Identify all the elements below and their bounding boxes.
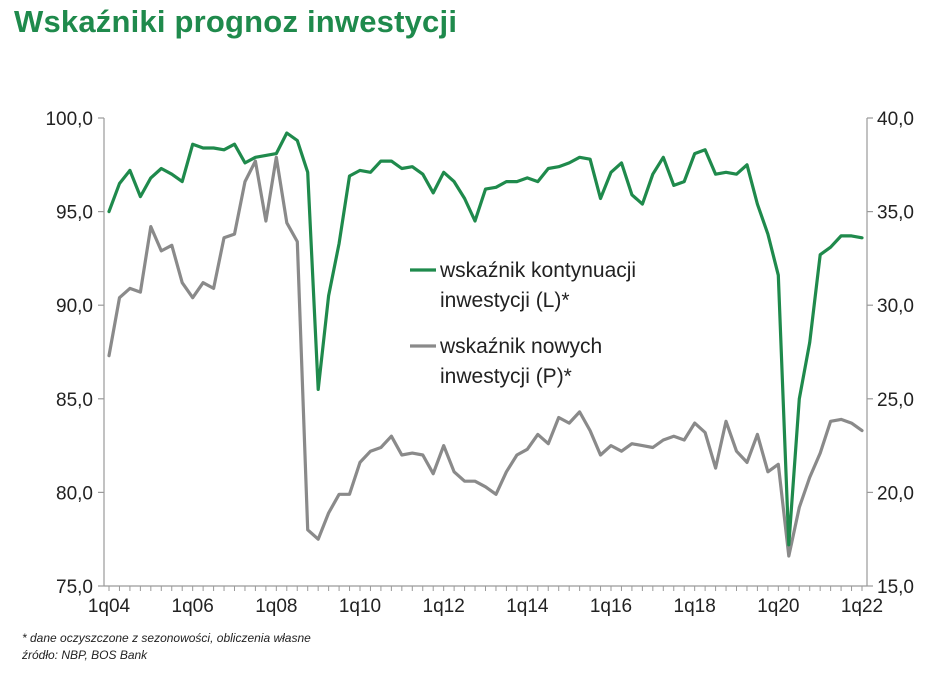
series-line-new-investments	[107, 155, 864, 558]
legend-item-new-investments-label-line2: inwestycji (P)*	[440, 365, 572, 388]
legend-item-continuation-label-line2: inwestycji (L)*	[440, 289, 570, 312]
x-axis-tick-label: 1q08	[255, 596, 297, 617]
x-axis-tick-label: 1q16	[590, 596, 632, 617]
right-axis-tick-label: 35,0	[877, 203, 914, 224]
right-axis-tick-label: 25,0	[877, 390, 914, 411]
x-axis-tick-label: 1q04	[88, 596, 131, 617]
right-axis-tick-label: 20,0	[877, 483, 914, 504]
chart-lines	[107, 131, 864, 558]
right-axis-tick-label: 15,0	[877, 577, 914, 598]
left-axis-tick-label: 95,0	[56, 203, 93, 224]
chart-title: Wskaźniki prognoz inwestycji	[14, 4, 458, 39]
left-axis-tick-label: 80,0	[56, 483, 93, 504]
left-axis-tick-label: 85,0	[56, 390, 93, 411]
left-axis-tick-label: 90,0	[56, 296, 93, 317]
right-axis-tick-label: 30,0	[877, 296, 914, 317]
footnote-note: * dane oczyszczone z sezonowości, oblicz…	[22, 631, 311, 645]
x-axis-tick-label: 1q14	[506, 596, 549, 617]
legend-item-new-investments-label-line1: wskaźnik nowych	[439, 335, 602, 358]
chart-axes: 75,0 80,0 85,0 90,0 95,0 100,0 15,0 20,0 25,0 30,…	[45, 109, 914, 617]
right-axis-tick-label: 40,0	[877, 109, 914, 130]
x-axis-tick-label: 1q10	[339, 596, 381, 617]
footnote-source: źródło: NBP, BOS Bank	[22, 648, 148, 662]
x-axis-tick-label: 1q20	[757, 596, 799, 617]
x-axis-tick-label: 1q22	[841, 596, 883, 617]
x-axis-tick-label: 1q18	[674, 596, 716, 617]
series-line-continuation	[107, 131, 864, 547]
x-axis-tick-label: 1q12	[423, 596, 465, 617]
x-axis-tick-label: 1q06	[172, 596, 214, 617]
legend-item-continuation-label-line1: wskaźnik kontynuacji	[439, 259, 636, 282]
left-axis-tick-label: 75,0	[56, 577, 93, 598]
chart-legend: wskaźnik kontynuacji inwestycji (L)* wskaź…	[410, 259, 636, 388]
left-axis-tick-label: 100,0	[45, 109, 93, 130]
